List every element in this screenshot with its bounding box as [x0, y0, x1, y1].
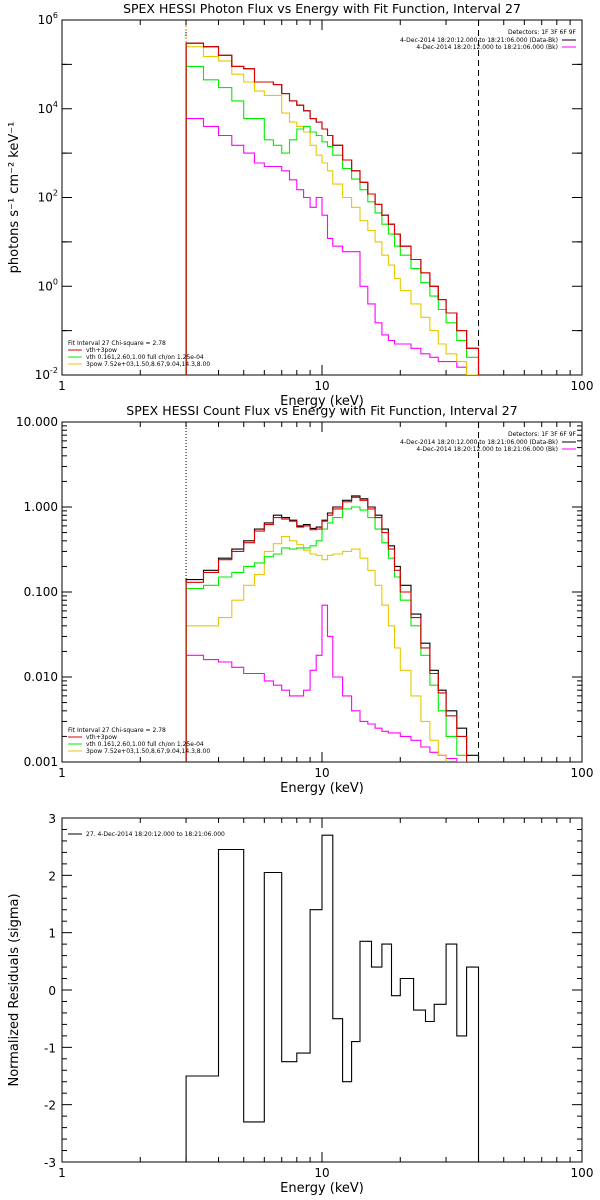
y-tick-label: 2: [48, 869, 56, 883]
series-yellow-line: [185, 46, 479, 375]
legend-fit-entry: vth 0.161,2.60,1.00 full ch/on 1.25e-04: [86, 354, 204, 361]
y-tick-base: 10: [38, 102, 53, 116]
y-tick-base: 10: [38, 13, 53, 27]
y-axis-label: Normalized Residuals (sigma): [7, 893, 22, 1086]
y-tick-exp: 2: [53, 189, 58, 198]
x-tick-label: 100: [571, 766, 594, 780]
legend-fit-entry: 3pow 7.52e+03,1.50,8.67,9.04,14.3,8.00: [86, 748, 210, 755]
panel-2: 1 10 100 0.001 0.010 0.100 1.000 10.000 SPEX HES…: [16, 403, 593, 796]
series-magenta-line: [185, 118, 479, 375]
y-tick-label: 104: [38, 100, 58, 116]
legend-fit-entry: vth+3pow: [86, 347, 117, 354]
x-tick-label: 1: [58, 1166, 66, 1180]
y-tick-base: 10: [38, 191, 53, 205]
y-tick-label: 3: [48, 812, 56, 826]
x-tick-label: 10: [314, 1166, 329, 1180]
y-tick-label: 0.100: [24, 585, 58, 599]
x-tick-label: 100: [571, 379, 594, 393]
y-tick-label: 102: [38, 189, 58, 205]
x-tick-label: 10: [314, 379, 329, 393]
y-tick-exp: -2: [50, 366, 58, 375]
series-black-line: [185, 495, 480, 762]
y-tick-label: -2: [44, 1099, 56, 1113]
x-tick-label: 100: [571, 1166, 594, 1180]
chart-title: SPEX HESSI Photon Flux vs Energy with Fi…: [123, 1, 521, 16]
y-tick-label: 1: [48, 927, 56, 941]
legend-fit-entry: vth+3pow: [86, 734, 117, 741]
y-tick-label: -1: [44, 1041, 56, 1055]
x-axis-label: Energy (keV): [280, 394, 364, 409]
y-tick-exp: 6: [53, 11, 58, 20]
x-tick-label: 1: [58, 379, 66, 393]
legend-detectors: Detectors: 1F 3F 6F 9F: [508, 29, 577, 36]
panel-3: 1 10 100 -3 -2 -1 0 1 2 3 Energy (keV) Normalized R…: [7, 812, 593, 1196]
y-tick-label: 10.000: [16, 415, 58, 429]
series-red-line: [185, 42, 480, 375]
legend-fit-entry: vth 0.161,2.60,1.00 full ch/on 1.25e-04: [86, 741, 204, 748]
y-tick-label: 106: [38, 11, 58, 27]
series-red-line: [185, 496, 479, 762]
y-axis-label: photons s⁻¹ cm⁻² keV⁻¹: [7, 122, 22, 274]
y-tick-label: 0: [48, 984, 56, 998]
legend-interval-entry: 4-Dec-2014 18:20:12.000 to 18:21:06.000 …: [400, 37, 558, 44]
legend-interval-entry: 4-Dec-2014 18:20:12.000 to 18:21:06.000 …: [400, 439, 558, 446]
series-magenta-line: [185, 604, 480, 762]
y-tick-exp: 4: [53, 100, 58, 109]
y-tick-base: 10: [35, 368, 50, 382]
y-tick-label: -3: [44, 1156, 56, 1170]
legend-fit-header: Fit Interval 27 Chi-square = 2.78: [68, 340, 166, 347]
x-tick-label: 10: [314, 766, 329, 780]
y-tick-label: 100: [38, 277, 58, 293]
x-axis-label: Energy (keV): [280, 1181, 364, 1196]
legend-fit-entry: 27. 4-Dec-2014 18:20:12.000 to 18:21:06.…: [86, 831, 225, 838]
legend-detectors: Detectors: 1F 3F 6F 9F: [508, 431, 577, 438]
series-yellow-line: [185, 535, 480, 762]
legend-fit-entry: 3pow 7.52e+03,1.50,8.67,9.04,14.3,8.00: [86, 361, 210, 368]
series-black-line: [185, 834, 480, 1162]
y-tick-label: 1.000: [24, 500, 58, 514]
y-tick-label: 10-2: [35, 366, 58, 382]
legend-interval-entry: 4-Dec-2014 18:20:12.000 to 18:21:06.000 …: [416, 446, 558, 453]
legend-fit-header: Fit Interval 27 Chi-square = 2.78: [68, 727, 166, 734]
y-tick-label: 0.010: [24, 670, 58, 684]
y-tick-label: 0.001: [24, 755, 58, 769]
x-axis-label: Energy (keV): [280, 781, 364, 796]
legend-interval-entry: 4-Dec-2014 18:20:12.000 to 18:21:06.000 …: [416, 44, 558, 51]
y-tick-base: 10: [38, 279, 53, 293]
x-tick-label: 1: [58, 766, 66, 780]
y-tick-exp: 0: [53, 277, 58, 286]
chart-title: SPEX HESSI Count Flux vs Energy with Fit…: [126, 403, 517, 418]
